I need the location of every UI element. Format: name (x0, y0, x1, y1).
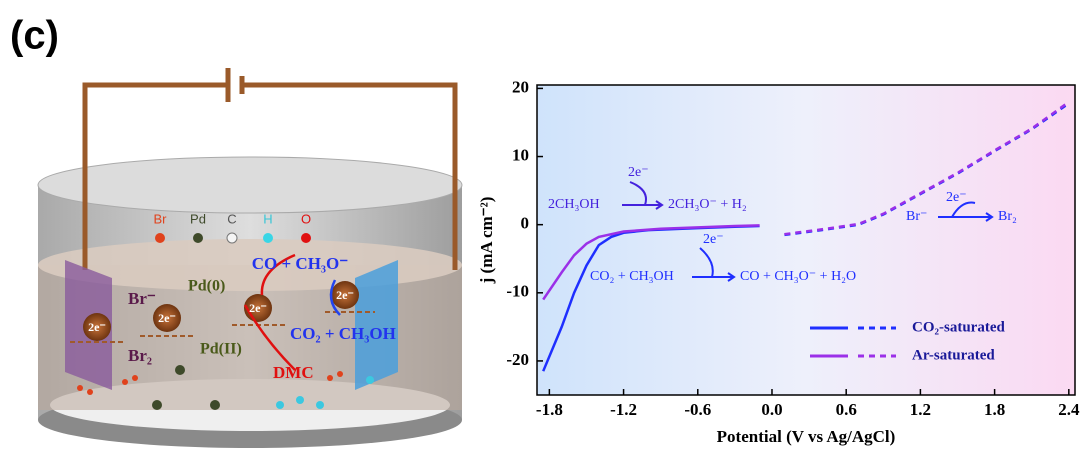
product-label: CO + CH₃O⁻ (252, 254, 349, 273)
electron-label: 2e⁻ (249, 301, 267, 315)
y-axis-label: j (mA cm⁻²) (477, 197, 496, 285)
electron-label: 2e⁻ (88, 320, 106, 334)
cell-diagram: Br Pd C H O CO + CH₃O⁻ Br⁻ Pd(0) 2e⁻ 2e⁻… (37, 68, 463, 448)
annotation: Br⁻ (906, 209, 927, 224)
reaction-arrow (622, 181, 664, 210)
y-tick-label: 20 (512, 77, 529, 96)
bromide-label: Br⁻ (128, 289, 156, 308)
y-tick-label: -20 (506, 350, 529, 369)
x-tick-label: 0.6 (836, 400, 857, 419)
reaction-arrow (938, 201, 994, 222)
x-tick-label: -1.8 (536, 400, 563, 419)
y-tick-label: -10 (506, 282, 529, 301)
annotation: CO + CH₃O⁻ + H₂O (740, 269, 856, 284)
annotation: 2CH₃OH (548, 197, 600, 212)
annotation: CO₂ + CH₃OH (590, 269, 674, 284)
series-line (784, 100, 1070, 236)
annotation: Br₂ (998, 209, 1017, 224)
legend-label: CO₂-saturated (912, 319, 1005, 335)
reactant-label: CO₂ + CH₃OH (290, 324, 396, 343)
x-tick-label: -0.6 (684, 400, 711, 419)
x-tick-label: 2.4 (1058, 400, 1080, 419)
legend-label: Ar-saturated (912, 347, 995, 363)
pd2-label: Pd(II) (200, 341, 242, 358)
atom-label: O (301, 211, 311, 226)
pd0-label: Pd(0) (188, 278, 225, 295)
atom-label: Pd (190, 211, 206, 226)
bromine-label: Br₂ (128, 346, 152, 365)
annotation: 2e⁻ (946, 190, 967, 205)
plot-frame (536, 84, 1076, 396)
annotation: 2CH₃O⁻ + H₂ (668, 197, 747, 212)
x-tick-label: -1.2 (610, 400, 637, 419)
y-tick-label: 0 (521, 214, 530, 233)
dmc-label: DMC (273, 363, 314, 382)
annotation: 2e⁻ (703, 232, 724, 247)
annotation: 2e⁻ (628, 165, 649, 180)
x-tick-label: 0.0 (761, 400, 782, 419)
plot-background (537, 85, 1075, 395)
electron-label: 2e⁻ (158, 311, 176, 325)
atom-label: H (263, 211, 272, 226)
reaction-arrow (692, 247, 736, 282)
electron-label: 2e⁻ (336, 288, 354, 302)
panel-label: (c) (10, 14, 59, 58)
series-line (542, 224, 760, 301)
x-tick-label: 1.2 (910, 400, 931, 419)
x-axis-label: Potential (V vs Ag/AgCl) (717, 427, 896, 446)
atom-label: C (227, 211, 236, 226)
x-tick-label: 1.8 (984, 400, 1005, 419)
y-tick-label: 10 (512, 145, 529, 164)
chart: -1.8 -1.2 -0.6 0.0 0.6 1.2 1.8 2.4 -20 -10 0 10 20 Po… (477, 77, 1080, 446)
atom-label: Br (154, 211, 168, 226)
